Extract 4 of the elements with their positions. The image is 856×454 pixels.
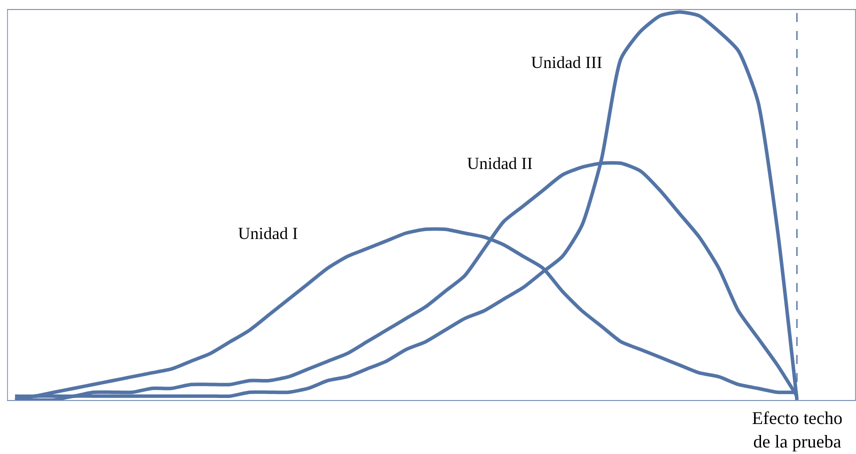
text: Unidad I bbox=[238, 224, 298, 243]
series-label: Unidad II bbox=[467, 154, 533, 173]
text: Efecto techo de la prueba bbox=[752, 408, 842, 452]
series-label: Unidad III bbox=[531, 53, 603, 72]
